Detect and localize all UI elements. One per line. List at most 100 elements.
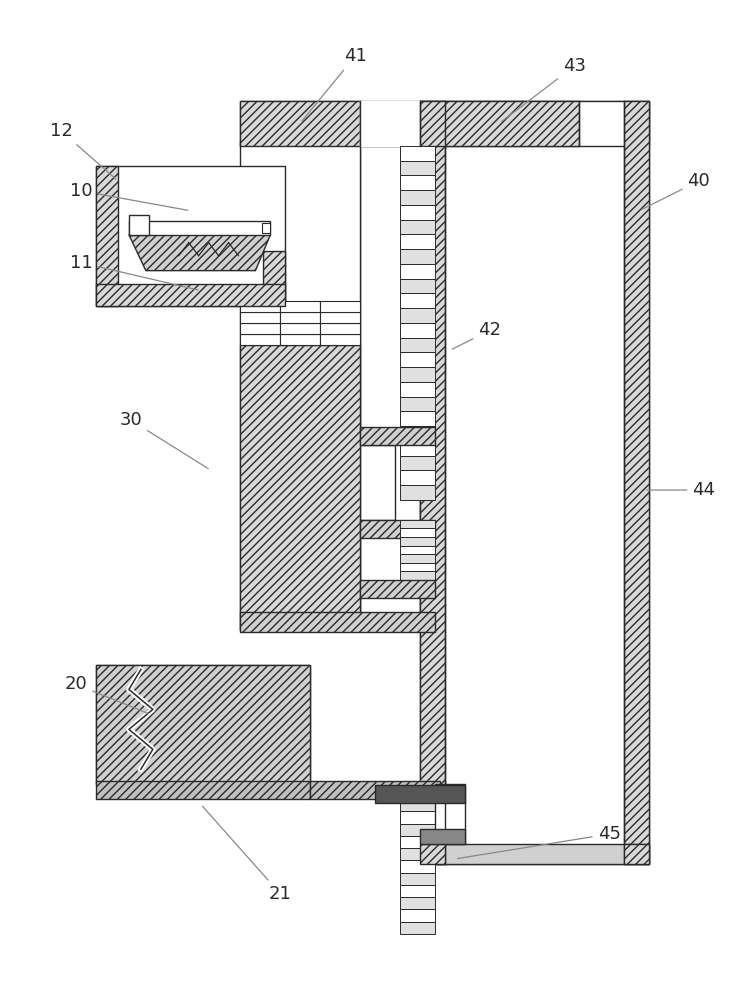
Text: 44: 44 — [646, 481, 716, 499]
Text: 45: 45 — [458, 825, 621, 859]
Bar — [400, 397, 435, 411]
Bar — [400, 470, 435, 485]
Bar — [280, 301, 320, 312]
Bar — [360, 445, 395, 520]
Polygon shape — [241, 101, 360, 146]
Bar — [262, 223, 271, 233]
Bar — [400, 824, 435, 836]
Bar — [360, 580, 435, 598]
Bar — [435, 784, 465, 844]
Bar — [400, 220, 435, 234]
Bar — [400, 848, 435, 860]
Bar — [400, 836, 435, 848]
Polygon shape — [241, 345, 360, 630]
Bar — [400, 323, 435, 338]
Text: 10: 10 — [70, 182, 188, 210]
Bar — [400, 279, 435, 293]
Bar — [400, 922, 435, 934]
Bar — [400, 571, 435, 580]
Polygon shape — [624, 844, 649, 864]
Bar — [241, 312, 280, 323]
Bar — [310, 781, 440, 799]
Bar — [400, 799, 435, 811]
Text: 42: 42 — [452, 321, 501, 349]
Bar — [241, 323, 280, 334]
Bar — [400, 909, 435, 922]
Text: 41: 41 — [302, 47, 367, 121]
Bar — [400, 338, 435, 352]
Bar — [280, 334, 320, 345]
Bar — [375, 785, 465, 803]
Bar — [400, 382, 435, 397]
Bar — [400, 528, 435, 537]
Bar — [420, 844, 649, 864]
Bar — [241, 301, 280, 312]
Bar — [400, 146, 435, 161]
Bar — [400, 441, 435, 456]
Bar — [400, 860, 435, 873]
Bar — [400, 161, 435, 175]
Bar — [400, 554, 435, 563]
Polygon shape — [263, 251, 285, 306]
Bar — [320, 312, 360, 323]
Polygon shape — [420, 101, 445, 864]
Text: 40: 40 — [641, 172, 710, 210]
Bar — [96, 781, 310, 799]
Bar — [400, 811, 435, 824]
Polygon shape — [96, 665, 310, 784]
Bar — [241, 612, 435, 632]
Bar — [400, 485, 435, 500]
Bar — [320, 334, 360, 345]
Text: 20: 20 — [64, 675, 148, 713]
Polygon shape — [96, 166, 118, 306]
Bar — [129, 221, 271, 235]
Bar — [280, 323, 320, 334]
Bar — [400, 205, 435, 220]
Bar — [400, 537, 435, 546]
Bar — [360, 427, 435, 445]
Bar — [400, 308, 435, 323]
Polygon shape — [420, 844, 445, 864]
Bar — [400, 885, 435, 897]
Bar — [400, 190, 435, 205]
Bar — [400, 352, 435, 367]
Bar — [360, 520, 435, 538]
Text: 21: 21 — [202, 806, 292, 903]
Bar — [320, 301, 360, 312]
Bar — [400, 520, 435, 528]
Bar — [400, 411, 435, 426]
Bar — [360, 101, 420, 146]
Bar — [400, 293, 435, 308]
Bar — [420, 101, 649, 864]
Bar — [400, 264, 435, 279]
Bar — [280, 312, 320, 323]
Bar — [400, 546, 435, 554]
Text: 43: 43 — [502, 57, 586, 121]
Bar — [96, 665, 310, 784]
Bar — [420, 781, 445, 844]
Bar — [241, 101, 649, 146]
Bar — [400, 563, 435, 571]
Polygon shape — [129, 235, 271, 271]
Bar — [129, 215, 149, 235]
Bar — [241, 141, 360, 630]
Polygon shape — [624, 101, 649, 864]
Bar — [400, 249, 435, 264]
Bar — [241, 334, 280, 345]
Bar — [400, 426, 435, 441]
Polygon shape — [96, 284, 285, 306]
Text: 11: 11 — [70, 254, 198, 290]
Bar — [400, 175, 435, 190]
Text: 30: 30 — [119, 411, 208, 469]
Bar — [400, 897, 435, 909]
Bar — [420, 829, 465, 844]
Bar — [400, 456, 435, 470]
Bar — [360, 146, 420, 630]
Bar — [320, 323, 360, 334]
Bar — [96, 166, 285, 306]
Bar — [400, 234, 435, 249]
Bar — [400, 367, 435, 382]
Polygon shape — [420, 101, 579, 146]
Bar — [400, 873, 435, 885]
Text: 12: 12 — [50, 122, 116, 179]
